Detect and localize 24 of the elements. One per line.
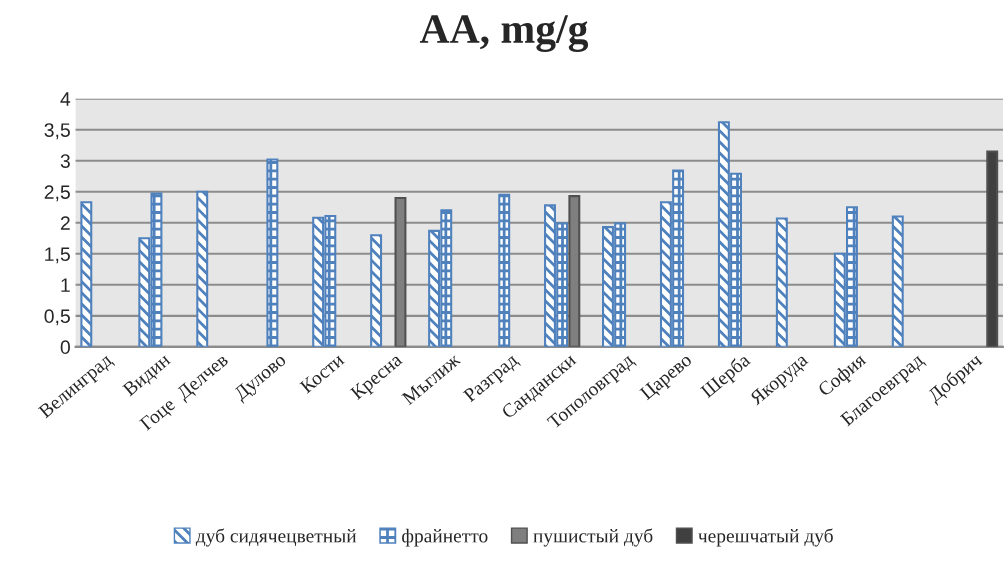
legend-label: пушистый дуб <box>533 528 653 547</box>
y-tick-label: 1 <box>61 278 70 292</box>
y-tick-label: 3,5 <box>44 123 70 140</box>
bar <box>370 234 383 347</box>
y-tick-label: 0,5 <box>44 309 70 326</box>
y-tick-label: 1,5 <box>45 247 70 264</box>
y-tick-label: 0 <box>60 340 70 355</box>
bar <box>986 150 999 347</box>
bar <box>266 158 279 347</box>
bar <box>80 201 93 347</box>
y-tick-label: 4 <box>60 92 71 106</box>
chart-title: AA, mg/g <box>419 15 589 52</box>
bar <box>891 215 904 347</box>
bar <box>775 217 788 347</box>
legend-label: фрайнетто <box>402 528 488 547</box>
y-tick-label: 2 <box>60 216 70 230</box>
y-tick-label: 2,5 <box>44 185 70 202</box>
legend-label: дуб сидячецветный <box>195 528 357 547</box>
legend-label: черешчатый дуб <box>698 528 833 547</box>
bar <box>498 193 511 347</box>
bar <box>196 190 209 347</box>
bar <box>568 195 581 347</box>
y-tick-label: 3 <box>60 154 70 168</box>
bar <box>394 196 407 347</box>
